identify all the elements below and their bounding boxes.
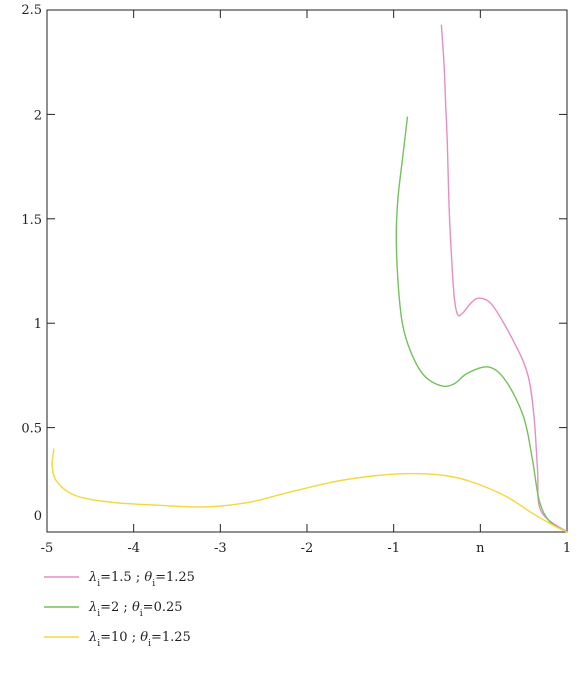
series-layer bbox=[51, 24, 568, 533]
y-tick-label: 2.5 bbox=[21, 3, 42, 18]
legend: λi=1.5 ; θi=1.25 λi=2 ; θi=0.25 λi=10 ; θi… bbox=[44, 570, 195, 649]
legend-label-3: λi=10 ; θi=1.25 bbox=[88, 630, 191, 649]
axis-ticks: -5 -4 -3 -2 -1 n 1 0 0.5 1 1.5 2 2.5 bbox=[21, 3, 571, 556]
y-tick-label: 1 bbox=[34, 317, 42, 332]
y-tick-label: 0 bbox=[34, 509, 42, 524]
x-tick-label: -3 bbox=[214, 541, 227, 556]
x-tick-label: -4 bbox=[127, 541, 140, 556]
x-tick-label: n bbox=[476, 541, 485, 556]
series-line-1 bbox=[440, 24, 568, 533]
y-tick-label: 2 bbox=[34, 108, 42, 123]
y-tick-label: 1.5 bbox=[21, 213, 42, 228]
x-tick-label: -2 bbox=[301, 541, 314, 556]
y-tick-label: 0.5 bbox=[21, 422, 42, 437]
x-tick-label: -1 bbox=[387, 541, 400, 556]
legend-label-1: λi=1.5 ; θi=1.25 bbox=[88, 570, 195, 589]
series-line-2 bbox=[395, 116, 568, 533]
series-line-3 bbox=[51, 448, 568, 533]
x-tick-label: 1 bbox=[563, 541, 571, 556]
x-tick-label: -5 bbox=[41, 541, 54, 556]
legend-label-2: λi=2 ; θi=0.25 bbox=[88, 600, 183, 619]
plot-frame bbox=[46, 9, 568, 533]
